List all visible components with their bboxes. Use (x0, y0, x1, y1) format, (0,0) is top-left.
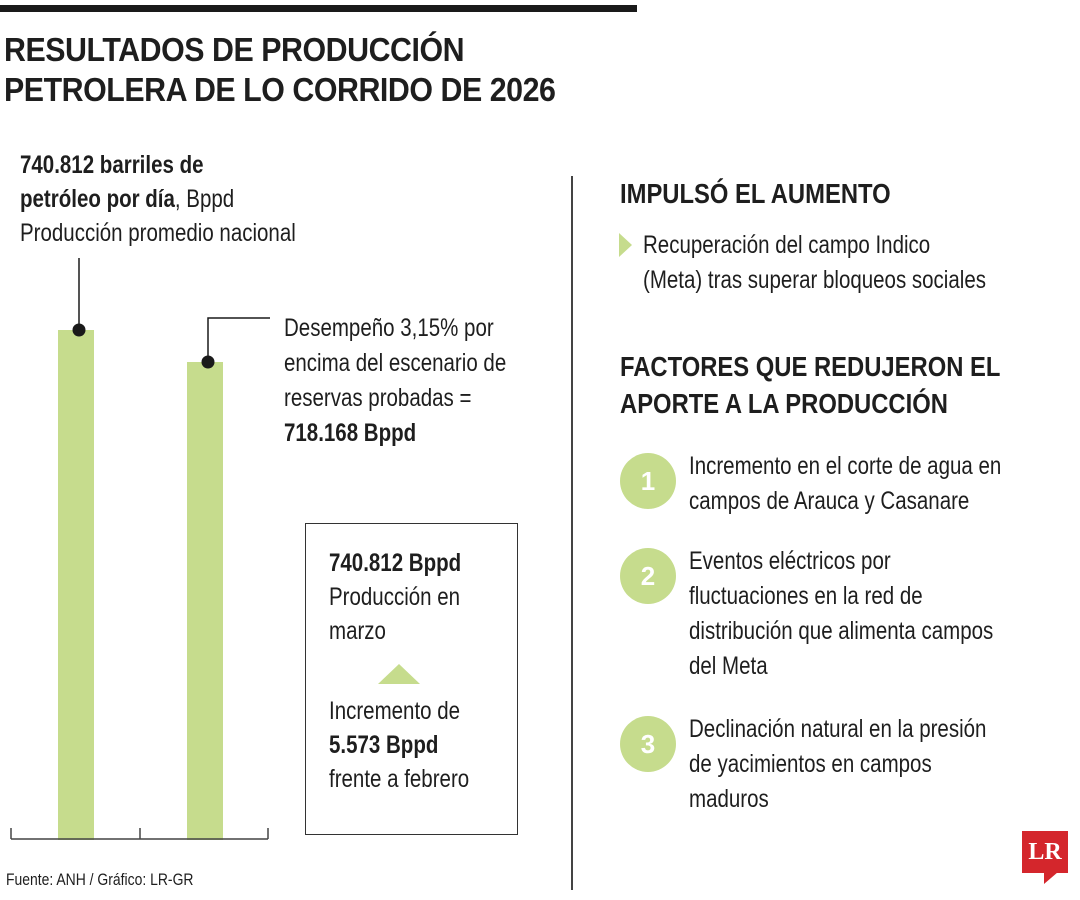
headline-subtitle: Producción promedio nacional (20, 219, 296, 247)
scenario-value: 718.168 Bppd (284, 419, 417, 447)
headline-bold-1: 740.812 barriles de (20, 151, 204, 179)
source-note: Fuente: ANH / Gráfico: LR-GR (6, 870, 194, 889)
top-rule (0, 5, 637, 12)
bar-1 (58, 330, 94, 840)
factor-line: del Meta (689, 652, 768, 680)
bar-2 (187, 362, 223, 840)
scenario-line-3: reservas probadas = (284, 384, 472, 412)
factores-title: FACTORES QUE REDUJERON EL APORTE A LA PR… (620, 348, 1000, 422)
scenario-line-1: Desempeño 3,15% por (284, 314, 494, 342)
factor-line: distribución que alimenta campos (689, 617, 994, 645)
factor-line: maduros (689, 785, 769, 813)
factor-line: de yacimientos en campos (689, 750, 932, 778)
increase-suffix: frente a febrero (329, 765, 470, 793)
impulso-line-1: Recuperación del campo Indico (643, 231, 931, 259)
impulso-line-2: (Meta) tras superar bloqueos sociales (643, 266, 986, 294)
title-line-1: RESULTADOS DE PRODUCCIÓN (4, 31, 465, 68)
factores-title-line-2: APORTE A LA PRODUCCIÓN (620, 388, 948, 419)
scenario-line-2: encima del escenario de (284, 349, 507, 377)
title-line-2: PETROLERA DE LO CORRIDO DE 2026 (4, 71, 556, 108)
production-bar-chart (10, 258, 270, 840)
scenario-note: Desempeño 3,15% por encima del escenario… (284, 311, 546, 451)
increase-label: Incremento de (329, 697, 461, 725)
march-value: 740.812 Bppd (329, 549, 462, 577)
factores-title-line-1: FACTORES QUE REDUJERON EL (620, 351, 1001, 382)
impulso-text: Recuperación del campo Indico (Meta) tra… (643, 228, 1020, 298)
factor-number-badge: 2 (620, 548, 676, 604)
lr-logo-tail (1044, 872, 1058, 884)
increase-value: 5.573 Bppd (329, 731, 439, 759)
factor-line: campos de Arauca y Casanare (689, 487, 970, 515)
march-label-2: marzo (329, 617, 386, 645)
vertical-divider (571, 176, 573, 890)
march-label-1: Producción en (329, 583, 461, 611)
factor-number-badge: 3 (620, 716, 676, 772)
headline: 740.812 barriles de petróleo por día, Bp… (20, 148, 348, 250)
page-title: RESULTADOS DE PRODUCCIÓN PETROLERA DE LO… (4, 30, 648, 110)
march-summary-box: 740.812 Bppd Producción en marzo Increme… (305, 523, 518, 835)
factor-line: Eventos eléctricos por (689, 547, 891, 575)
lr-logo: LR (1022, 831, 1068, 873)
headline-unit: , Bppd (174, 185, 235, 213)
headline-bold-2: petróleo por día (20, 185, 175, 213)
factor-number-badge: 1 (620, 453, 676, 509)
bullet-arrow-icon (619, 233, 632, 257)
bar-2-leader-line (207, 317, 270, 363)
factor-line: fluctuaciones en la red de (689, 582, 923, 610)
impulso-title: IMPULSÓ EL AUMENTO (620, 178, 891, 209)
factor-line: Incremento en el corte de agua en (689, 452, 1002, 480)
factor-line: Declinación natural en la presión (689, 715, 987, 743)
increase-arrow-icon (378, 664, 420, 684)
